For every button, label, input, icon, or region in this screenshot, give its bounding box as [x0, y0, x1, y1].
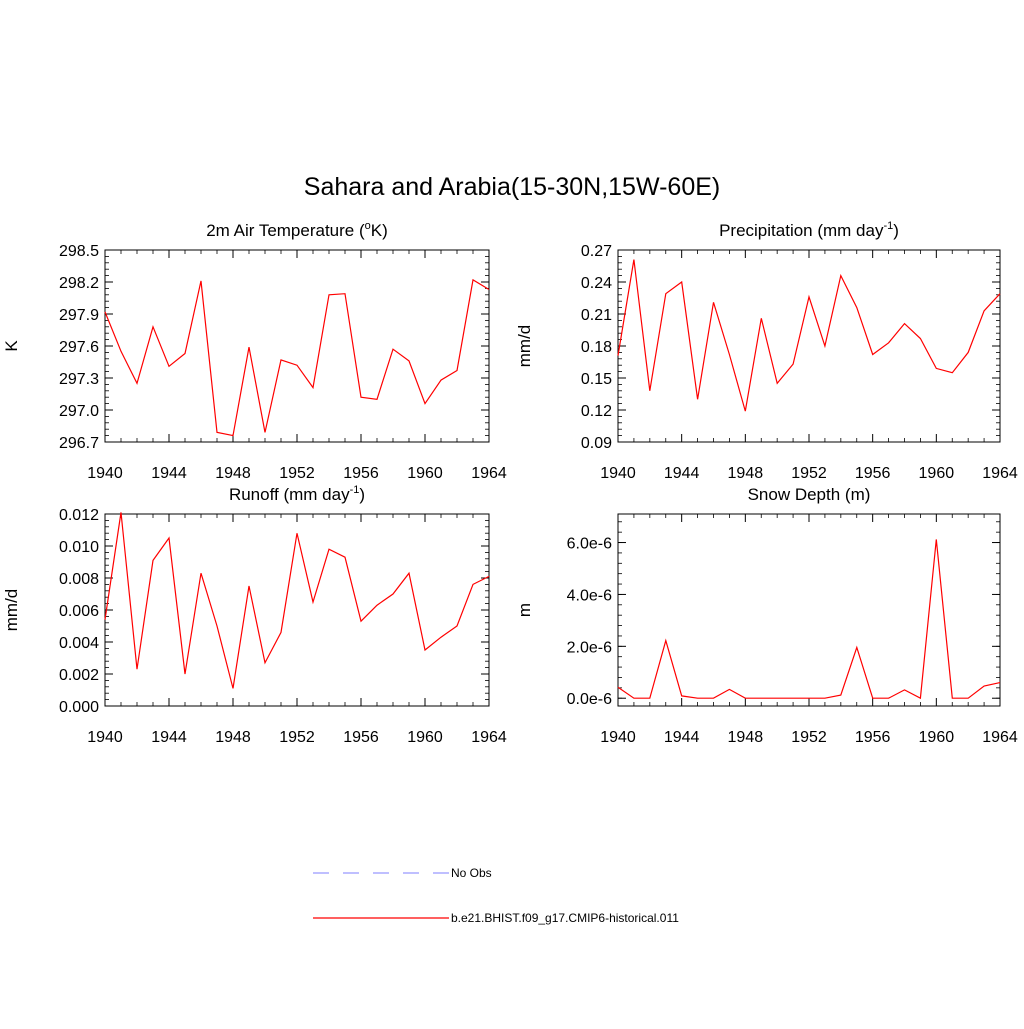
x-tick-label: 1940 [87, 729, 123, 746]
legend-label: No Obs [451, 866, 492, 880]
y-tick-label: 0.012 [59, 507, 99, 524]
x-tick-label: 1964 [471, 729, 507, 746]
panel-title-end: K) [371, 221, 388, 240]
plot-frame [104, 513, 490, 707]
chart-panel-1: 2m Air Temperature (oK) 296.7 297.0 297.3 29… [2, 220, 507, 482]
y-tick-label: 0.000 [59, 699, 99, 716]
x-tick-label: 1944 [151, 729, 187, 746]
y-tick-label: 6.0e-6 [567, 536, 612, 553]
chart-panel-3: Runoff (mm day-1) 0.000 0.002 0.004 0.006 0.0… [2, 484, 507, 746]
series-line [617, 259, 1001, 412]
y-tick-label: 298.5 [59, 243, 99, 260]
x-tick-label: 1944 [664, 465, 700, 482]
panel-title-end: ) [893, 221, 899, 240]
x-tick-label: 1944 [664, 729, 700, 746]
y-tick-label: 0.006 [59, 603, 99, 620]
panel-title-text: Precipitation (mm day [719, 221, 884, 240]
panel-title: Snow Depth (m) [748, 485, 871, 504]
x-tick-label: 1952 [791, 465, 827, 482]
y-tick-label: 298.2 [59, 275, 99, 292]
x-tick-label: 1960 [919, 729, 955, 746]
y-tick-label: 297.0 [59, 403, 99, 420]
y-tick-label: 296.7 [59, 435, 99, 452]
x-tick-label: 1960 [407, 729, 443, 746]
figure-title: Sahara and Arabia(15-30N,15W-60E) [304, 173, 720, 201]
plot-frame [617, 249, 1001, 443]
x-tick-label: 1948 [215, 465, 251, 482]
x-tick-label: 1960 [407, 465, 443, 482]
y-tick-label: 297.9 [59, 307, 99, 324]
y-tick-label: 0.0e-6 [567, 691, 612, 708]
panel-title-text: Runoff (mm day [229, 485, 350, 504]
y-tick-label: 297.6 [59, 339, 99, 356]
y-axis-label: mm/d [515, 325, 534, 368]
x-tick-label: 1964 [471, 465, 507, 482]
x-tick-label: 1940 [87, 465, 123, 482]
x-tick-label: 1948 [215, 729, 251, 746]
y-tick-label: 0.010 [59, 539, 99, 556]
legend-label: b.e21.BHIST.f09_g17.CMIP6-historical.011 [451, 911, 679, 925]
y-axis-label: m [515, 603, 534, 617]
y-tick-label: 0.12 [581, 403, 612, 420]
y-tick-label: 0.18 [581, 339, 612, 356]
y-axis-label: K [2, 340, 21, 352]
panel-title-text: Snow Depth (m) [748, 485, 871, 504]
x-tick-label: 1964 [982, 729, 1018, 746]
panels: 2m Air Temperature (oK)296.7297.0297.329… [2, 220, 1018, 746]
x-tick-label: 1940 [600, 465, 636, 482]
y-tick-label: 4.0e-6 [567, 587, 612, 604]
y-tick-label: 0.24 [581, 275, 612, 292]
x-tick-label: 1964 [982, 465, 1018, 482]
panel-title: Runoff (mm day-1) [229, 484, 365, 504]
x-tick-label: 1948 [728, 729, 764, 746]
series-line [104, 278, 490, 437]
x-tick-label: 1956 [343, 465, 379, 482]
x-tick-label: 1960 [919, 465, 955, 482]
x-tick-label: 1940 [600, 729, 636, 746]
y-tick-label: 297.3 [59, 371, 99, 388]
x-tick-label: 1956 [343, 729, 379, 746]
panel-title-superscript: -1 [883, 220, 893, 232]
series-line [104, 512, 490, 689]
x-tick-label: 1956 [855, 465, 891, 482]
y-axis-label: mm/d [2, 589, 21, 632]
x-tick-label: 1952 [791, 729, 827, 746]
panel-title: Precipitation (mm day-1) [719, 220, 899, 240]
chart-panel-4: Snow Depth (m) 0.0e-6 2.0e-6 4.0e-6 6.0e-6 19… [515, 485, 1018, 746]
y-tick-label: 0.09 [581, 435, 612, 452]
y-tick-label: 0.15 [581, 371, 612, 388]
plot-frame [617, 513, 1001, 707]
legend: No Obs b.e21.BHIST.f09_g17.CMIP6-historic… [313, 866, 679, 925]
panel-title-end: ) [359, 485, 365, 504]
y-tick-label: 0.004 [59, 635, 99, 652]
x-tick-label: 1948 [728, 465, 764, 482]
series-line [617, 539, 1001, 700]
plot-frame [104, 249, 490, 443]
y-tick-label: 2.0e-6 [567, 639, 612, 656]
y-tick-label: 0.002 [59, 667, 99, 684]
y-tick-label: 0.21 [581, 307, 612, 324]
x-tick-label: 1952 [279, 729, 315, 746]
panel-title-text: 2m Air Temperature ( [206, 221, 365, 240]
y-tick-label: 0.27 [581, 243, 612, 260]
y-tick-label: 0.008 [59, 571, 99, 588]
x-tick-label: 1952 [279, 465, 315, 482]
panel-title-superscript: o [365, 220, 371, 232]
x-tick-label: 1944 [151, 465, 187, 482]
panel-title-superscript: -1 [350, 484, 360, 496]
panel-title: 2m Air Temperature (oK) [206, 220, 388, 240]
x-tick-label: 1956 [855, 729, 891, 746]
chart-panel-2: Precipitation (mm day-1) 0.09 0.12 0.15 0.18… [515, 220, 1018, 482]
